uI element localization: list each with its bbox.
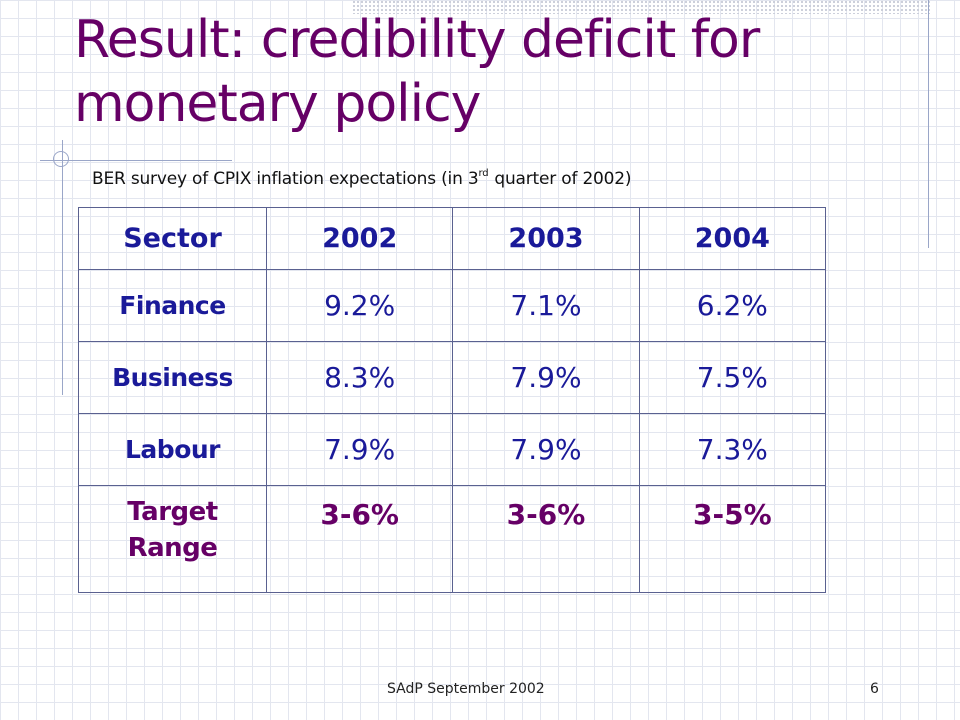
table-caption: BER survey of CPIX inflation expectation… [92, 168, 632, 189]
value-cell: 3-5% [638, 485, 827, 593]
table-row-labour: Labour 7.9% 7.9% 7.3% [78, 413, 827, 486]
decorative-vertical-line-left [62, 140, 63, 395]
caption-superscript: rd [478, 168, 489, 179]
value-cell: 7.9% [452, 341, 640, 414]
caption-text-end: quarter of 2002) [494, 169, 632, 189]
table-row-finance: Finance 9.2% 7.1% 6.2% [78, 269, 827, 342]
caption-text-start: BER survey of CPIX inflation expectation… [92, 169, 479, 189]
value-cell: 7.5% [638, 341, 827, 414]
sector-cell: Labour [78, 413, 267, 486]
value-cell: 8.3% [265, 341, 454, 414]
slide-title: Result: credibility deficit for monetary… [74, 10, 760, 134]
dotted-header-band [352, 0, 930, 14]
table-header-row: Sector 2002 2003 2004 [78, 207, 827, 270]
page-number: 6 [870, 681, 879, 697]
slide-footer: SAdP September 2002 [387, 681, 545, 697]
header-cell-sector: Sector [78, 207, 267, 270]
value-cell: 9.2% [265, 269, 454, 342]
table-row-target-range: Target Range 3-6% 3-6% 3-5% [78, 485, 827, 593]
value-cell: 3-6% [452, 485, 640, 593]
decorative-horizontal-line [40, 160, 232, 161]
value-cell: 3-6% [265, 485, 454, 593]
sector-cell: Target Range [78, 485, 267, 593]
sector-cell: Business [78, 341, 267, 414]
decorative-vertical-line-right [928, 0, 929, 248]
value-cell: 7.3% [638, 413, 827, 486]
inflation-expectations-table: Sector 2002 2003 2004 Finance 9.2% 7.1% … [78, 207, 827, 593]
value-cell: 6.2% [638, 269, 827, 342]
sector-cell: Finance [78, 269, 267, 342]
header-cell-2004: 2004 [638, 207, 827, 270]
value-cell: 7.9% [452, 413, 640, 486]
decorative-circle [53, 151, 69, 167]
value-cell: 7.9% [265, 413, 454, 486]
value-cell: 7.1% [452, 269, 640, 342]
header-cell-2002: 2002 [265, 207, 454, 270]
table-row-business: Business 8.3% 7.9% 7.5% [78, 341, 827, 414]
header-cell-2003: 2003 [452, 207, 640, 270]
